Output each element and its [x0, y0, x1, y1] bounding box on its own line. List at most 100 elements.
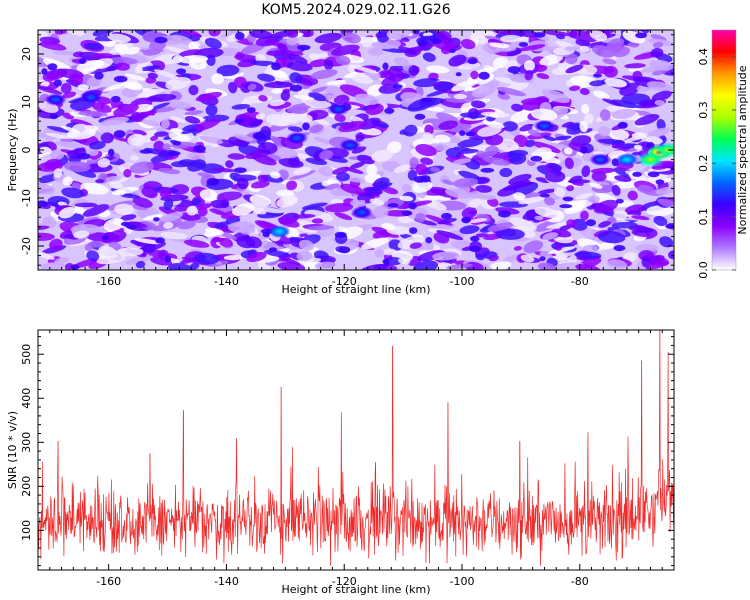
heatmap-cell [191, 118, 221, 132]
heatmap-cell [355, 134, 365, 142]
heatmap-cell [457, 138, 484, 148]
heatmap-cell [87, 66, 118, 74]
heatmap-cell [49, 149, 65, 160]
heatmap-cell [147, 72, 158, 79]
heatmap-cell [255, 113, 266, 120]
colorbar-tick-label: 0.1 [697, 208, 710, 226]
heatmap-cell [508, 173, 532, 185]
heatmap-cell [561, 121, 574, 128]
heatmap-cell [167, 263, 193, 270]
heatmap-cell [269, 99, 286, 107]
heatmap-cell [298, 239, 315, 251]
heatmap-cell [155, 237, 166, 244]
heatmap-cell [613, 210, 628, 221]
heatmap-cell [38, 232, 55, 241]
heatmap-cell [334, 231, 347, 238]
heatmap-cell [371, 226, 399, 238]
heatmap-cell [286, 36, 299, 46]
heatmap-cell [550, 142, 568, 149]
heatmap-cell [635, 32, 647, 39]
heatmap-cell [383, 258, 390, 267]
heatmap-cell [120, 221, 131, 227]
heatmap-cell [96, 254, 126, 265]
heatmap-cell [627, 190, 638, 201]
heatmap-cell [507, 66, 521, 74]
y-tick-label: 100 [20, 520, 33, 541]
heatmap-cell [308, 92, 327, 102]
heatmap-cell [237, 177, 249, 190]
heatmap-cell [589, 182, 603, 189]
heatmap-cell [458, 149, 479, 154]
heatmap-cell [139, 65, 160, 72]
heatmap-cell [77, 84, 89, 91]
heatmap-cell [412, 260, 439, 270]
heatmap-cell [475, 233, 489, 238]
heatmap-cell [109, 181, 123, 190]
heatmap-cell [134, 238, 162, 245]
heatmap-cell [568, 85, 581, 92]
heatmap-cell [310, 69, 338, 80]
heatmap-cell [142, 48, 161, 56]
heatmap-cell [73, 230, 90, 239]
heatmap-cell [218, 47, 241, 56]
heatmap-cell [366, 182, 393, 194]
heatmap-cell [470, 100, 486, 109]
heatmap-cell [387, 203, 399, 208]
heatmap-cell [485, 134, 504, 146]
heatmap-cell [565, 64, 584, 74]
heatmap-cell [566, 185, 575, 192]
heatmap-cell [586, 219, 596, 227]
snr-x-ticks: -160 -140 -120 -100 -80 [37, 330, 675, 588]
heatmap-cell [602, 58, 617, 65]
heatmap-cell [382, 248, 397, 256]
heatmap-cell [417, 39, 428, 47]
heatmap-cell [234, 118, 243, 124]
heatmap-cell [654, 99, 665, 106]
heatmap-cell [593, 73, 602, 78]
heatmap-cell [593, 90, 610, 100]
heatmap-cell [332, 166, 350, 175]
heatmap-cell [420, 97, 432, 103]
heatmap-cell [401, 184, 412, 192]
heatmap-cell [84, 42, 103, 51]
heatmap-cell [297, 44, 311, 51]
heatmap-cell [286, 30, 299, 38]
heatmap-cell [564, 157, 574, 170]
heatmap-cell [142, 214, 163, 221]
heatmap-cell [575, 39, 591, 47]
heatmap-cell [216, 191, 243, 202]
heatmap-cell [431, 38, 442, 45]
heatmap-cell [286, 180, 298, 191]
heatmap-cell [100, 116, 129, 126]
heatmap-cell [53, 168, 63, 179]
heatmap-hotspot [589, 153, 612, 167]
heatmap-cell [304, 209, 334, 223]
heatmap-cell [293, 94, 315, 101]
heatmap-cell [67, 150, 80, 160]
heatmap-cell [368, 47, 384, 56]
heatmap-cell [511, 103, 524, 112]
heatmap-cell [507, 151, 517, 158]
heatmap-cell [388, 239, 403, 251]
heatmap-cell [597, 138, 626, 145]
heatmap-cell [76, 153, 91, 160]
heatmap-cell [232, 203, 255, 216]
heatmap-cell [641, 64, 669, 73]
heatmap-cell [178, 49, 202, 57]
heatmap-cell [68, 73, 84, 86]
heatmap-cell [453, 177, 479, 188]
heatmap-cell [335, 55, 351, 66]
heatmap-cell [606, 38, 625, 50]
heatmap-cell [590, 167, 616, 174]
heatmap-cell [294, 257, 322, 266]
heatmap-cell [120, 214, 137, 221]
heatmap-cell [436, 262, 454, 270]
heatmap-cell [134, 66, 143, 74]
heatmap-cell [384, 107, 395, 114]
heatmap-cell [581, 165, 591, 178]
heatmap-cell [542, 232, 559, 240]
colorbar-fill [712, 30, 736, 270]
heatmap-cell [132, 197, 153, 208]
heatmap-cell [128, 221, 148, 228]
heatmap-cell [653, 215, 668, 227]
